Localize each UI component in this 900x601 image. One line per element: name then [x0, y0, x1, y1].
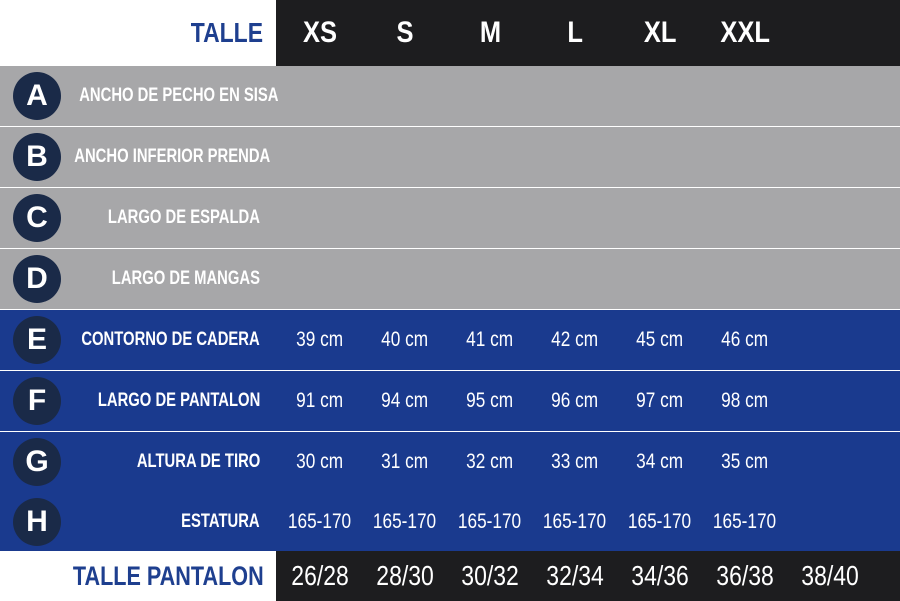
pants-size-band: [276, 551, 900, 601]
pants-size-value: 32/34: [546, 560, 604, 591]
pants-size-value: 26/28: [291, 560, 349, 591]
row-letter-c: C: [10, 188, 64, 248]
pants-size-value: 28/30: [376, 560, 434, 591]
row-name-a: ANCHO DE PECHO EN SISA: [78, 85, 278, 106]
size-xl: XL: [643, 16, 677, 49]
letter-badge: F: [13, 377, 61, 425]
value-cell: 34 cm: [636, 450, 684, 473]
letter-badge: E: [13, 316, 61, 364]
value-cell: 95 cm: [466, 389, 514, 412]
value-cell: 94 cm: [381, 389, 429, 412]
value-cell: 31 cm: [381, 450, 429, 473]
value-cell: 46 cm: [721, 328, 769, 351]
letter-badge: A: [13, 72, 61, 120]
measure-row-g: G ALTURA DE TIRO 30 cm 31 cm 32 cm 33 cm…: [0, 432, 900, 492]
size-xs: XS: [302, 16, 338, 49]
value-cell: 165-170: [713, 509, 777, 533]
value-cell: 96 cm: [551, 389, 599, 412]
size-m: M: [479, 16, 501, 49]
row-name-c: LARGO DE ESPALDA: [107, 207, 260, 228]
letter-badge: C: [13, 194, 61, 242]
row-name-f: LARGO DE PANTALON: [97, 390, 260, 411]
row-name-g: ALTURA DE TIRO: [136, 451, 260, 472]
row-letter-g: G: [10, 432, 64, 492]
pants-size-label: TALLE PANTALON: [72, 560, 264, 591]
size-l: L: [567, 16, 583, 49]
letter-badge: H: [13, 497, 61, 546]
value-cell: 32 cm: [466, 450, 514, 473]
measure-row-c: C LARGO DE ESPALDA: [0, 188, 900, 248]
pants-size-value: 30/32: [461, 560, 519, 591]
value-cell: 42 cm: [551, 328, 599, 351]
row-letter-f: F: [10, 371, 64, 431]
pants-size-label-cell: TALLE PANTALON: [0, 551, 276, 601]
measure-row-b: B ANCHO INFERIOR PRENDA: [0, 127, 900, 187]
row-letter-a: A: [10, 66, 64, 126]
size-header-label: TALLE: [190, 17, 263, 48]
measure-row-e: E CONTORNO DE CADERA 39 cm 40 cm 41 cm 4…: [0, 310, 900, 370]
value-cell: 33 cm: [551, 450, 599, 473]
value-cell: 165-170: [628, 509, 692, 533]
value-cell: 98 cm: [721, 389, 769, 412]
value-cell: 39 cm: [296, 328, 344, 351]
row-letter-b: B: [10, 127, 64, 187]
letter-badge: D: [13, 255, 61, 303]
value-cell: 165-170: [288, 509, 352, 533]
measure-row-f: F LARGO DE PANTALON 91 cm 94 cm 95 cm 96…: [0, 371, 900, 431]
size-header-row: TALLE XS S M L XL XXL: [0, 0, 900, 66]
value-cell: 165-170: [373, 509, 437, 533]
measure-row-a: A ANCHO DE PECHO EN SISA: [0, 66, 900, 126]
letter-badge: B: [13, 133, 61, 181]
row-letter-e: E: [10, 310, 64, 370]
row-name-e: CONTORNO DE CADERA: [81, 329, 260, 350]
measure-row-h: H ESTATURA 165-170 165-170 165-170 165-1…: [0, 492, 900, 551]
pants-size-value: 34/36: [631, 560, 689, 591]
pants-size-row: TALLE PANTALON 26/28 28/30 30/32 32/34 3…: [0, 551, 900, 601]
row-name-h: ESTATURA: [181, 510, 260, 532]
letter-badge: G: [13, 438, 61, 486]
size-header-band: [276, 0, 900, 66]
size-header-label-cell: TALLE: [0, 0, 276, 66]
value-cell: 91 cm: [296, 389, 344, 412]
pants-size-value: 38/40: [801, 560, 859, 591]
size-xxl: XXL: [720, 16, 770, 49]
value-cell: 45 cm: [636, 328, 684, 351]
measure-row-d: D LARGO DE MANGAS: [0, 249, 900, 309]
size-s: S: [396, 16, 414, 49]
row-name-d: LARGO DE MANGAS: [111, 268, 260, 289]
value-cell: 40 cm: [381, 328, 429, 351]
row-letter-h: H: [10, 492, 64, 551]
value-cell: 30 cm: [296, 450, 344, 473]
value-cell: 97 cm: [636, 389, 684, 412]
row-letter-d: D: [10, 249, 64, 309]
value-cell: 35 cm: [721, 450, 769, 473]
value-cell: 165-170: [543, 509, 607, 533]
row-name-b: ANCHO INFERIOR PRENDA: [74, 146, 270, 167]
value-cell: 41 cm: [466, 328, 514, 351]
value-cell: 165-170: [458, 509, 522, 533]
pants-size-value: 36/38: [716, 560, 774, 591]
